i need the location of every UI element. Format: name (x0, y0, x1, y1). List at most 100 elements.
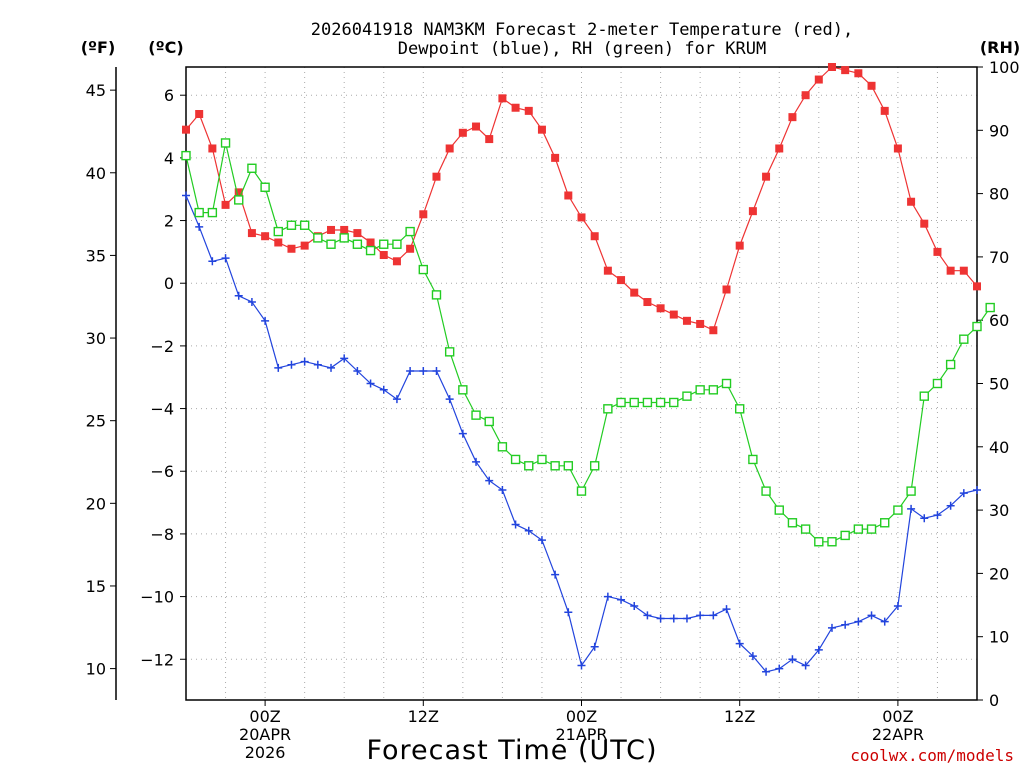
data-point-temperature (748, 207, 757, 216)
x-tick-label: 00Z (249, 707, 280, 726)
data-point-rh (181, 150, 191, 161)
data-point-dewpoint (406, 366, 415, 375)
data-point-rh (431, 290, 442, 300)
rh-unit-label: (RH) (980, 38, 1020, 57)
rh-tick-label: 50 (989, 375, 1009, 394)
data-point-dewpoint (498, 486, 507, 495)
data-point-dewpoint (419, 366, 428, 375)
data-point-dewpoint (959, 489, 968, 498)
x-tick-label: 00Z (882, 707, 913, 726)
data-point-dewpoint (274, 363, 283, 372)
data-point-temperature (261, 232, 270, 241)
data-point-dewpoint (432, 366, 441, 375)
data-point-temperature (669, 310, 678, 319)
data-point-dewpoint (920, 514, 929, 523)
data-point-rh (932, 378, 943, 389)
data-point-temperature (392, 257, 401, 266)
data-point-temperature (814, 75, 823, 84)
data-point-rh (510, 454, 521, 465)
data-point-temperature (735, 241, 744, 250)
celsius-tick-label: 4 (164, 149, 174, 168)
rh-tick-label: 100 (989, 58, 1020, 77)
data-point-dewpoint (313, 360, 322, 369)
data-point-temperature (234, 188, 243, 197)
data-point-temperature (920, 219, 929, 228)
data-point-rh (761, 486, 771, 496)
data-point-dewpoint (814, 645, 823, 654)
data-point-temperature (195, 110, 204, 119)
data-point-dewpoint (445, 395, 454, 404)
data-point-rh (247, 163, 257, 173)
data-point-temperature (432, 172, 441, 181)
x-axis-label: Forecast Time (UTC) (366, 735, 657, 766)
data-point-temperature (406, 244, 415, 253)
data-point-rh (642, 397, 653, 408)
data-point-temperature (696, 319, 705, 328)
data-point-temperature (472, 122, 481, 131)
credit-text[interactable]: coolwx.com/models (850, 746, 1014, 765)
data-point-temperature (379, 251, 388, 260)
data-point-temperature (564, 191, 573, 200)
data-point-temperature (577, 213, 586, 222)
data-point-dewpoint (590, 642, 599, 651)
celsius-tick-label: 0 (164, 274, 174, 293)
data-point-temperature (959, 266, 968, 275)
data-point-rh (458, 385, 468, 395)
rh-tick-label: 40 (989, 438, 1009, 457)
data-point-rh (774, 505, 784, 515)
celsius-tick-label: −8 (150, 525, 174, 544)
data-point-rh (669, 397, 679, 408)
data-point-dewpoint (603, 592, 612, 601)
series-line (185, 66, 978, 332)
data-point-temperature (775, 144, 784, 153)
x-tick-label: 2026 (245, 743, 286, 762)
data-point-rh (220, 138, 231, 148)
data-point-dewpoint (735, 639, 744, 648)
data-point-rh (880, 518, 890, 528)
data-point-rh (550, 461, 560, 471)
data-point-temperature (327, 225, 336, 234)
data-point-rh (945, 359, 956, 370)
data-point-temperature (801, 91, 810, 100)
rh-tick-label: 30 (989, 501, 1009, 520)
data-point-rh (497, 442, 508, 452)
series-line (185, 142, 991, 543)
data-point-temperature (603, 266, 612, 275)
data-point-dewpoint (234, 291, 243, 300)
data-point-dewpoint (841, 620, 850, 629)
data-point-rh (708, 385, 719, 395)
data-point-rh (629, 397, 639, 408)
data-point-temperature (458, 128, 467, 137)
data-point-dewpoint (801, 661, 810, 670)
data-point-rh (800, 524, 811, 534)
data-point-temperature (551, 153, 560, 162)
data-point-dewpoint (722, 605, 731, 614)
rh-tick-label: 60 (989, 311, 1009, 330)
data-point-dewpoint (630, 601, 639, 610)
chart-title-line-2: Dewpoint (blue), RH (green) for KRUM (398, 39, 766, 59)
data-point-rh (616, 397, 626, 408)
data-point-temperature (893, 144, 902, 153)
data-point-rh (972, 321, 982, 332)
data-point-temperature (590, 232, 599, 241)
data-point-temperature (353, 229, 362, 238)
data-point-dewpoint (867, 611, 876, 620)
data-point-temperature (682, 316, 691, 325)
data-point-dewpoint (748, 652, 757, 661)
x-tick-label: 22APR (872, 725, 924, 744)
data-point-dewpoint (907, 504, 916, 513)
data-point-dewpoint (564, 608, 573, 617)
data-point-temperature (274, 238, 283, 247)
data-point-dewpoint (340, 354, 349, 363)
data-point-rh (299, 220, 310, 230)
data-point-rh (524, 461, 534, 471)
data-point-rh (853, 524, 864, 534)
celsius-tick-label: −2 (150, 337, 174, 356)
data-point-temperature (221, 200, 230, 209)
data-point-dewpoint (696, 611, 705, 620)
fahrenheit-tick-label: 35 (86, 246, 106, 265)
data-point-dewpoint (617, 595, 626, 604)
celsius-unit-label: (ºC) (148, 38, 183, 57)
data-point-dewpoint (327, 363, 336, 372)
